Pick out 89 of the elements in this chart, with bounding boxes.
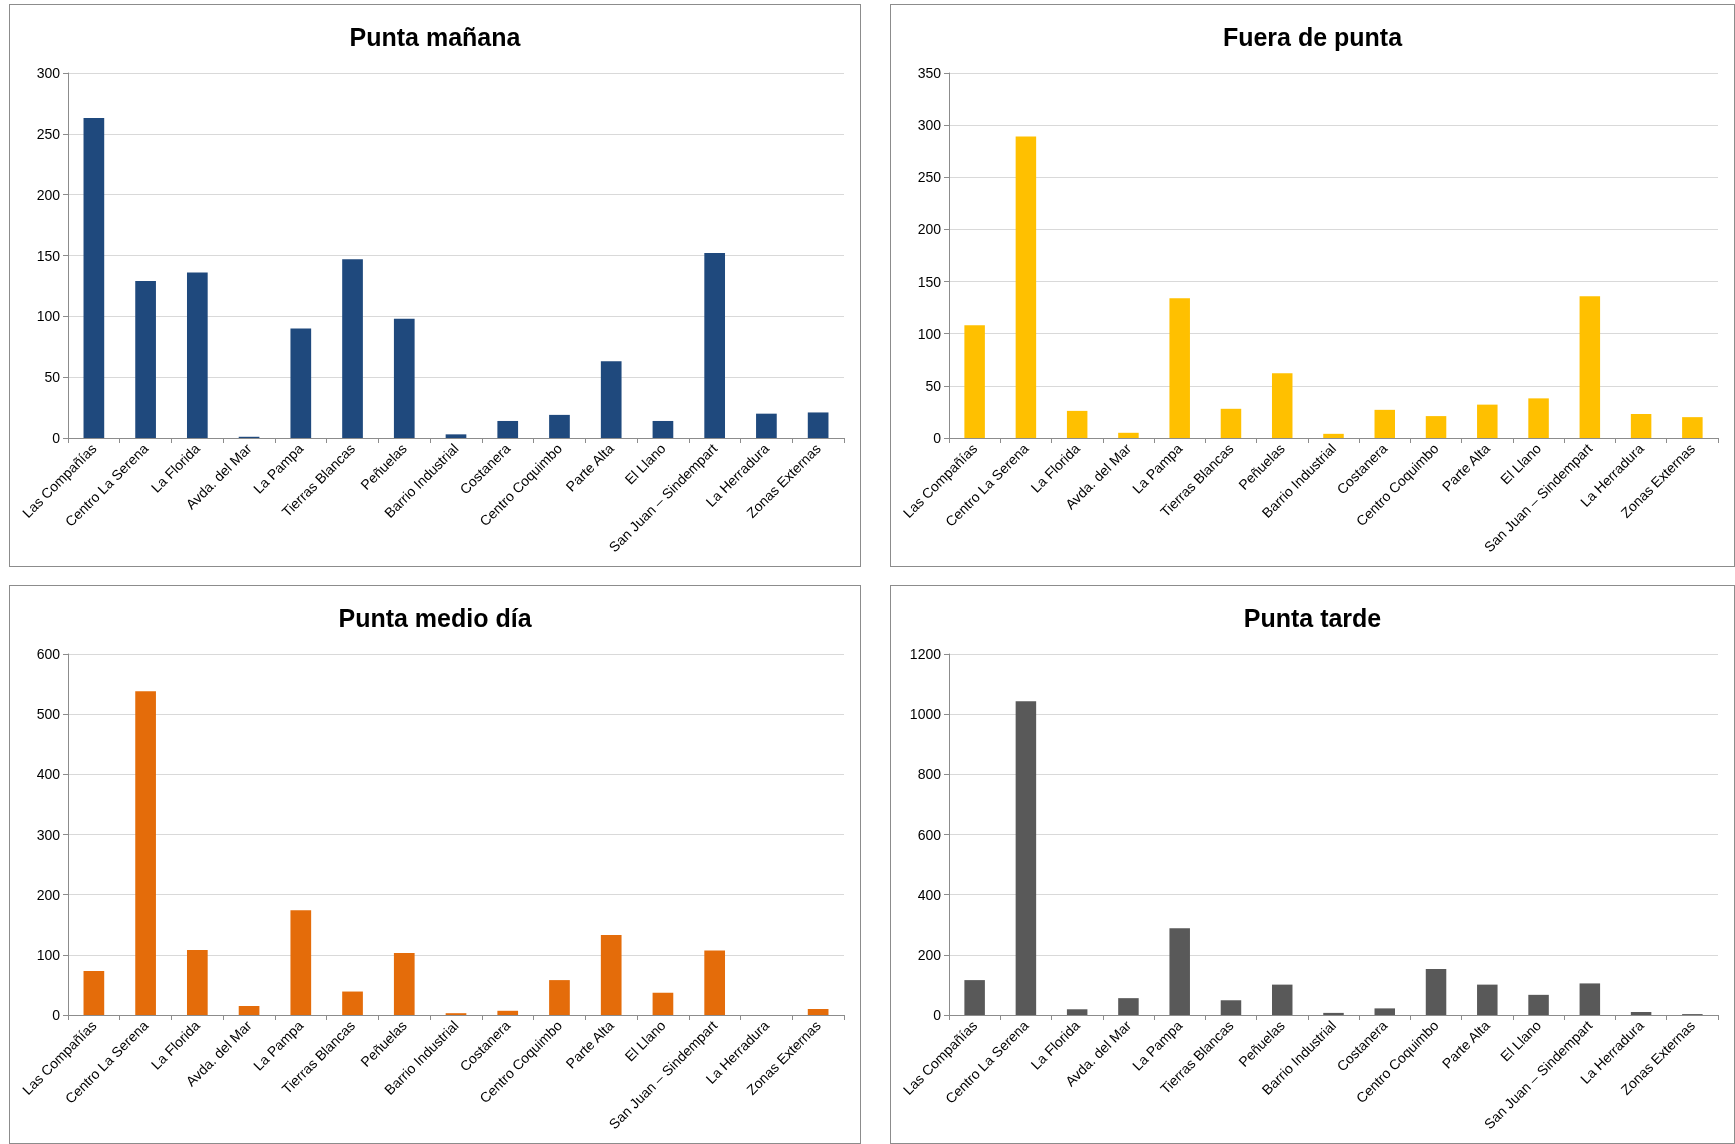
y-tick-label: 300 xyxy=(917,117,942,134)
bar xyxy=(964,325,985,438)
bar xyxy=(1118,998,1139,1015)
bar xyxy=(393,953,415,1015)
y-tick-label: 300 xyxy=(36,826,61,843)
y-tick-label: 200 xyxy=(36,886,61,903)
bar xyxy=(83,971,105,1015)
y-tick-label: 50 xyxy=(925,377,942,394)
y-tick-label: 100 xyxy=(917,325,942,342)
bar xyxy=(186,950,208,1015)
bar xyxy=(1220,1000,1242,1015)
bar xyxy=(1118,432,1139,438)
y-tick-label: 0 xyxy=(933,430,942,446)
y-tick-label: 500 xyxy=(36,706,61,723)
bar xyxy=(704,950,726,1015)
y-tick-label: 1000 xyxy=(909,706,942,723)
bar xyxy=(1528,994,1549,1015)
bar xyxy=(290,910,312,1015)
y-tick-label: 50 xyxy=(44,369,61,386)
bar xyxy=(290,328,312,438)
y-tick-label: 0 xyxy=(52,430,61,446)
y-tick-label: 300 xyxy=(36,65,61,81)
bar xyxy=(1682,417,1703,438)
bar xyxy=(1477,404,1498,438)
bar xyxy=(393,318,415,438)
y-tick-label: 400 xyxy=(36,766,61,783)
bar xyxy=(1323,1012,1344,1015)
bar xyxy=(497,1010,519,1015)
bar xyxy=(1015,701,1037,1015)
bar xyxy=(600,934,622,1015)
bar xyxy=(1066,410,1088,438)
y-tick-label: 100 xyxy=(36,308,61,325)
bar xyxy=(445,434,467,438)
y-tick-label: 150 xyxy=(36,247,61,264)
y-tick-label: 400 xyxy=(917,886,942,903)
bar xyxy=(756,413,777,438)
bar xyxy=(83,118,105,438)
bar xyxy=(135,281,156,438)
chart-title: Punta medio día xyxy=(338,603,533,632)
bar xyxy=(704,253,726,438)
bar xyxy=(1528,398,1549,438)
bar xyxy=(964,980,985,1015)
bar xyxy=(1169,928,1190,1015)
bar xyxy=(807,1008,829,1015)
y-tick-label: 200 xyxy=(917,221,942,238)
bar xyxy=(1015,136,1037,438)
y-tick-label: 150 xyxy=(917,273,942,290)
y-tick-label: 250 xyxy=(36,125,61,142)
y-tick-label: 200 xyxy=(917,946,942,963)
y-tick-label: 1200 xyxy=(909,646,942,662)
bar xyxy=(1630,1011,1652,1015)
bar xyxy=(1169,298,1190,438)
y-tick-label: 600 xyxy=(36,646,61,662)
y-tick-label: 100 xyxy=(36,946,61,963)
bar xyxy=(807,412,829,438)
bar xyxy=(1220,408,1242,438)
bar xyxy=(342,991,363,1015)
chart-title: Fuera de punta xyxy=(1222,22,1404,51)
y-tick-label: 200 xyxy=(36,186,61,203)
bar xyxy=(1374,1008,1396,1015)
bar xyxy=(549,980,570,1015)
bar xyxy=(1630,414,1652,438)
bar xyxy=(186,272,208,438)
bar xyxy=(600,361,622,438)
y-tick-label: 0 xyxy=(52,1007,61,1023)
bar xyxy=(238,1005,260,1015)
bar xyxy=(1579,296,1601,438)
bar xyxy=(1477,984,1498,1015)
bar xyxy=(1425,416,1447,438)
y-tick-label: 0 xyxy=(933,1007,942,1023)
bar xyxy=(1579,983,1601,1015)
bar xyxy=(652,992,674,1015)
bar xyxy=(1374,409,1396,438)
chart-title: Punta tarde xyxy=(1243,603,1382,632)
bar xyxy=(1425,968,1447,1015)
bar xyxy=(1323,433,1344,438)
y-tick-label: 350 xyxy=(917,65,942,81)
bar xyxy=(1066,1009,1088,1015)
y-tick-label: 600 xyxy=(917,826,942,843)
bar xyxy=(549,414,570,438)
y-tick-label: 250 xyxy=(917,169,942,186)
y-tick-label: 800 xyxy=(917,766,942,783)
bar xyxy=(1271,984,1293,1015)
bar xyxy=(497,420,519,438)
chart-title: Punta mañana xyxy=(349,22,522,51)
bar xyxy=(342,259,363,438)
bar xyxy=(652,420,674,438)
bar xyxy=(1271,373,1293,438)
bar xyxy=(135,691,156,1015)
